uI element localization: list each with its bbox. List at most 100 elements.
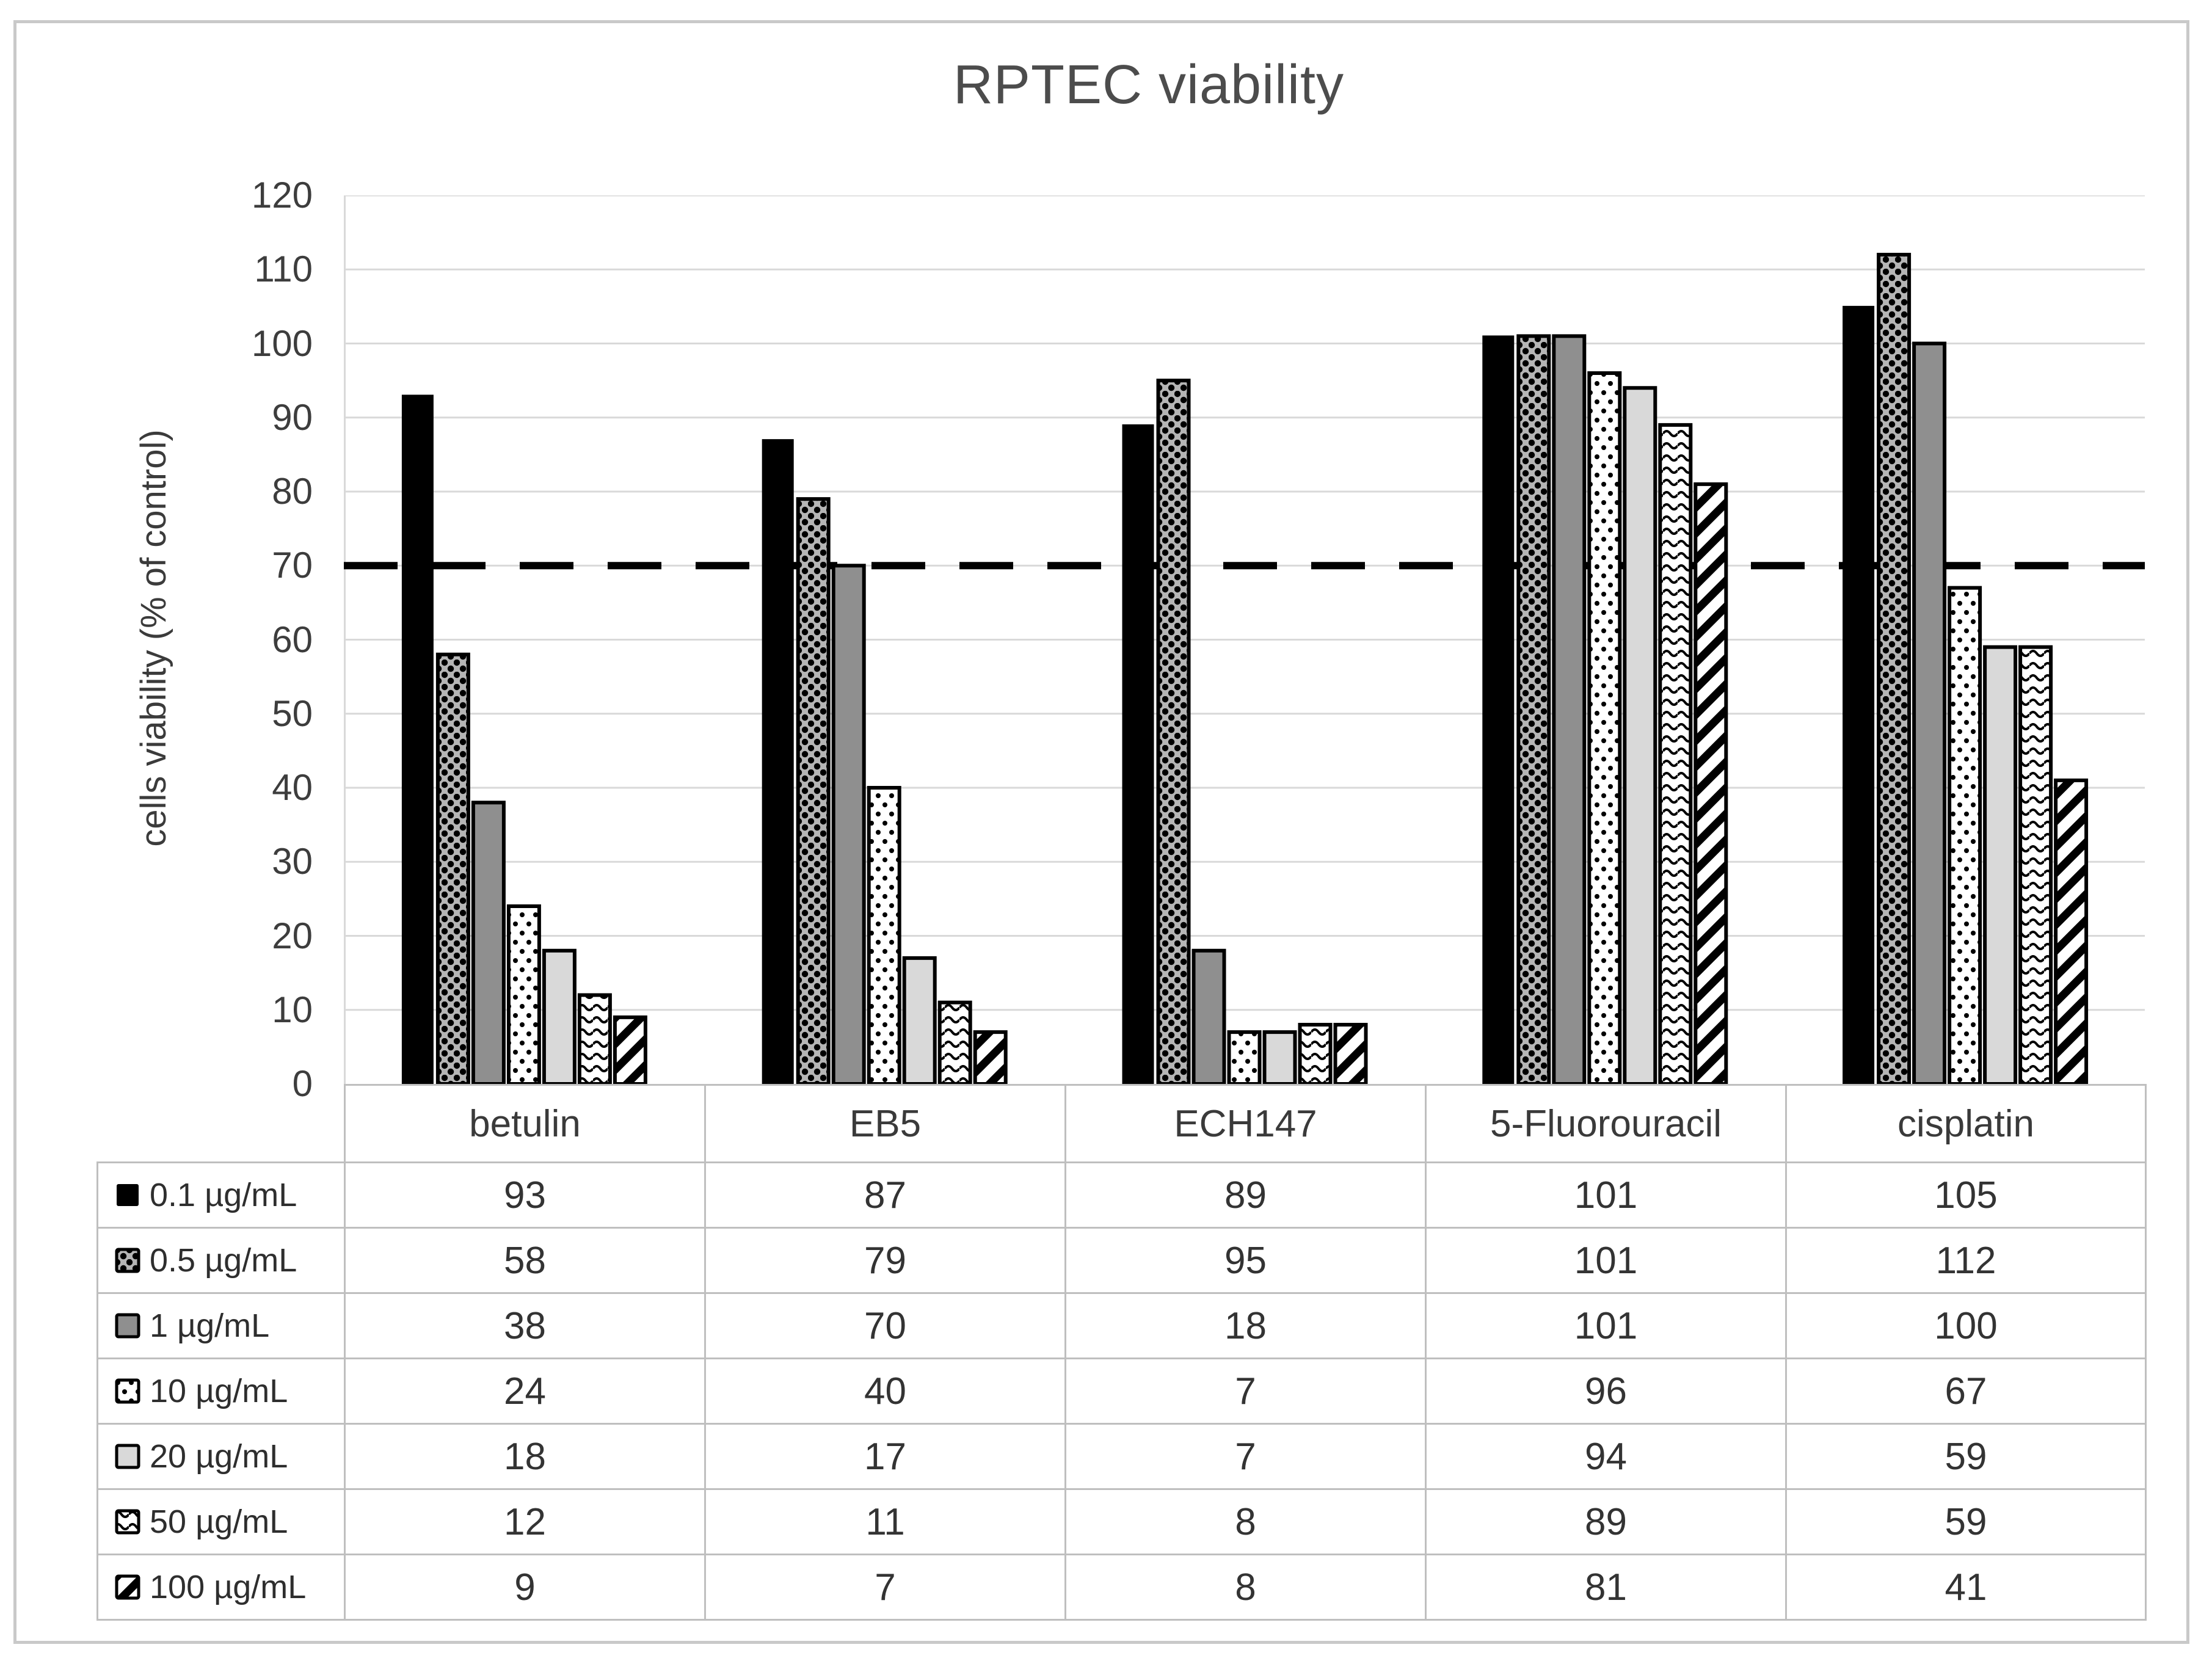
table-value-cell-cisplatin-100 µg/mL: 41 [1785,1554,2147,1621]
table-value-cell-cisplatin-50 µg/mL: 59 [1785,1488,2147,1555]
table-header-row: betulin EB5 ECH147 5-Fluorouracil cisplatin [98,1084,2147,1163]
table-value-cell-5-Fluorouracil-100 µg/mL: 81 [1425,1554,1787,1621]
bar-betulin-10 µg/mL [506,904,541,1084]
table-value-cell-5-Fluorouracil-50 µg/mL: 89 [1425,1488,1787,1555]
legend-cell: 0.1 µg/mL [96,1161,346,1229]
legend-key-icon-dark-gray [115,1313,140,1339]
legend-label: 0.5 µg/mL [150,1242,297,1279]
legend-key-icon-dark-dotted [115,1248,140,1273]
bar-EB5-10 µg/mL [867,786,901,1084]
table-row-0.1 µg/mL: 0.1 µg/mL 93 87 89 101 105 [96,1161,2147,1229]
bar-EB5-100 µg/mL [973,1030,1008,1084]
y-tick-label: 50 [272,692,313,734]
legend-key-icon-light-gray [115,1444,140,1469]
legend-label: 0.1 µg/mL [150,1177,297,1213]
y-tick-label: 70 [272,545,313,586]
chart-title: RPTEC viability [953,54,1345,115]
table-value-cell-betulin-20 µg/mL: 18 [344,1423,706,1490]
table-value-cell-5-Fluorouracil-10 µg/mL: 96 [1425,1358,1787,1425]
legend-label: 20 µg/mL [150,1438,288,1475]
legend-key-icon-white-dotted [115,1378,140,1404]
legend-label: 1 µg/mL [150,1307,270,1344]
legend-cell: 1 µg/mL [96,1292,346,1359]
table-value-cell-EB5-1 µg/mL: 70 [704,1292,1066,1359]
legend-key-icon-wavy-lines [115,1509,140,1535]
table-value-cell-cisplatin-20 µg/mL: 59 [1785,1423,2147,1490]
table-value-cell-betulin-1 µg/mL: 38 [344,1292,706,1359]
bar-ECH147-50 µg/mL [1298,1023,1333,1084]
table-value-cell-ECH147-50 µg/mL: 8 [1064,1488,1427,1555]
legend-cell: 10 µg/mL [96,1358,346,1425]
table-value-cell-cisplatin-1 µg/mL: 100 [1785,1292,2147,1359]
bar-5-Fluorouracil-20 µg/mL [1623,386,1657,1084]
table-value-cell-betulin-100 µg/mL: 9 [344,1554,706,1621]
y-tick-label: 120 [251,175,313,216]
table-row-1 µg/mL: 1 µg/mL 38 70 18 101 100 [96,1292,2147,1359]
table-value-cell-ECH147-20 µg/mL: 7 [1064,1423,1427,1490]
table-value-cell-cisplatin-0.5 µg/mL: 112 [1785,1227,2147,1294]
plot-area [344,195,2145,1084]
bar-betulin-0.1 µg/mL [401,394,434,1084]
legend-cell: 50 µg/mL [96,1488,346,1555]
bar-ECH147-100 µg/mL [1333,1023,1368,1084]
legend-cell: 20 µg/mL [96,1423,346,1490]
bar-5-Fluorouracil-1 µg/mL [1552,334,1587,1084]
table-value-cell-ECH147-10 µg/mL: 7 [1064,1358,1427,1425]
bar-betulin-50 µg/mL [577,993,612,1084]
y-tick-label: 100 [251,322,313,364]
legend-key-icon-solid-black [117,1184,139,1206]
bar-ECH147-1 µg/mL [1191,948,1226,1084]
table-value-cell-betulin-0.5 µg/mL: 58 [344,1227,706,1294]
bar-ECH147-0.1 µg/mL [1122,424,1154,1084]
bar-cisplatin-100 µg/mL [2054,778,2089,1084]
table-header-cell-ECH147: ECH147 [1064,1084,1427,1163]
bar-5-Fluorouracil-0.1 µg/mL [1482,335,1515,1084]
y-tick-label: 30 [272,841,313,882]
table-header-cell-5-Fluorouracil: 5-Fluorouracil [1425,1084,1787,1163]
legend-label: 10 µg/mL [150,1373,288,1409]
y-tick-label: 90 [272,396,313,438]
bar-betulin-1 µg/mL [471,801,506,1084]
bar-betulin-20 µg/mL [542,948,577,1084]
y-tick-label: 110 [254,249,313,290]
table-row-10 µg/mL: 10 µg/mL 24 40 7 96 67 [96,1358,2147,1425]
bar-5-Fluorouracil-0.5 µg/mL [1516,334,1551,1084]
table-value-cell-cisplatin-0.1 µg/mL: 105 [1785,1161,2147,1229]
table-row-50 µg/mL: 50 µg/mL 12 11 8 89 59 [96,1488,2147,1555]
bar-EB5-0.1 µg/mL [762,439,794,1084]
y-tick-label: 80 [272,471,313,512]
y-tick-label: 20 [272,915,313,956]
bar-cisplatin-20 µg/mL [1983,645,2018,1084]
legend-label: 100 µg/mL [150,1569,307,1605]
y-tick-label: 40 [272,767,313,808]
table-row-0.5 µg/mL: 0.5 µg/mL 58 79 95 101 112 [96,1227,2147,1294]
bar-EB5-1 µg/mL [831,564,866,1084]
table-value-cell-betulin-0.1 µg/mL: 93 [344,1161,706,1229]
table-value-cell-ECH147-100 µg/mL: 8 [1064,1554,1427,1621]
gridlines [344,195,2145,1011]
data-table: betulin EB5 ECH147 5-Fluorouracil cisplatin 0… [96,1084,2147,1621]
table-value-cell-5-Fluorouracil-1 µg/mL: 101 [1425,1292,1787,1359]
table-value-cell-ECH147-1 µg/mL: 18 [1064,1292,1427,1359]
bar-5-Fluorouracil-50 µg/mL [1658,423,1693,1084]
table-value-cell-ECH147-0.1 µg/mL: 89 [1064,1161,1427,1229]
table-value-cell-ECH147-0.5 µg/mL: 95 [1064,1227,1427,1294]
table-value-cell-cisplatin-10 µg/mL: 67 [1785,1358,2147,1425]
table-value-cell-EB5-0.1 µg/mL: 87 [704,1161,1066,1229]
table-corner-empty-cell [98,1085,345,1163]
table-value-cell-5-Fluorouracil-0.5 µg/mL: 101 [1425,1227,1787,1294]
legend-label: 50 µg/mL [150,1503,288,1540]
y-tick-label: 10 [272,989,313,1030]
bar-EB5-0.5 µg/mL [796,497,831,1084]
table-header-cell-betulin: betulin [344,1084,706,1163]
table-value-cell-betulin-50 µg/mL: 12 [344,1488,706,1555]
bar-5-Fluorouracil-10 µg/mL [1587,371,1622,1084]
bar-cisplatin-50 µg/mL [2018,645,2053,1084]
bar-series [401,253,2089,1084]
table-header-cell-EB5: EB5 [704,1084,1066,1163]
y-tick-label: 60 [272,619,313,660]
table-value-cell-EB5-10 µg/mL: 40 [704,1358,1066,1425]
bar-EB5-20 µg/mL [902,956,937,1084]
table-value-cell-5-Fluorouracil-20 µg/mL: 94 [1425,1423,1787,1490]
